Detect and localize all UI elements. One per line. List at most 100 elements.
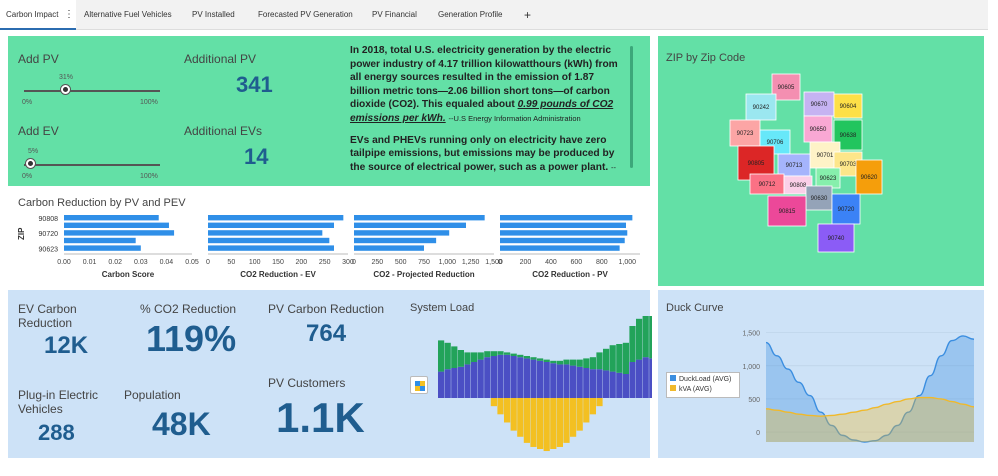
zip-region[interactable] bbox=[771, 73, 801, 101]
bar-added[interactable] bbox=[464, 352, 471, 365]
bar-base[interactable] bbox=[497, 354, 504, 398]
bar-negative[interactable] bbox=[589, 398, 596, 415]
bar-base[interactable] bbox=[583, 368, 590, 398]
bar-added[interactable] bbox=[609, 345, 616, 372]
add-ev-slider[interactable] bbox=[24, 164, 160, 166]
bar-negative[interactable] bbox=[596, 398, 603, 407]
add-tab-icon[interactable]: + bbox=[524, 8, 532, 22]
zip-region[interactable] bbox=[817, 223, 855, 253]
bar-base[interactable] bbox=[616, 372, 623, 398]
bar-added[interactable] bbox=[490, 351, 497, 356]
more-icon[interactable]: ⋮ bbox=[64, 9, 74, 20]
bar[interactable] bbox=[64, 222, 169, 228]
bar-base[interactable] bbox=[477, 359, 484, 398]
zip-region[interactable] bbox=[729, 119, 761, 147]
bar-added[interactable] bbox=[504, 352, 511, 355]
bar-base[interactable] bbox=[596, 369, 603, 398]
bar-negative[interactable] bbox=[537, 398, 544, 449]
zip-region[interactable] bbox=[855, 159, 883, 195]
bar-base[interactable] bbox=[622, 374, 629, 398]
bar-added[interactable] bbox=[583, 358, 590, 368]
legend-item-duckload[interactable]: DuckLoad (AVG) bbox=[670, 375, 736, 385]
bar[interactable] bbox=[500, 230, 628, 236]
bar-added[interactable] bbox=[471, 352, 478, 362]
bar-added[interactable] bbox=[510, 353, 517, 356]
tab-alternative-fuel-vehicles[interactable]: Alternative Fuel Vehicles bbox=[84, 10, 172, 19]
bar-base[interactable] bbox=[543, 362, 550, 398]
bar-negative[interactable] bbox=[563, 398, 570, 443]
bar[interactable] bbox=[500, 222, 626, 228]
bar-negative[interactable] bbox=[517, 398, 524, 437]
bar[interactable] bbox=[208, 245, 334, 251]
bar[interactable] bbox=[208, 222, 334, 228]
bar-added[interactable] bbox=[484, 351, 491, 358]
bar-negative[interactable] bbox=[576, 398, 583, 431]
bar-base[interactable] bbox=[642, 357, 649, 398]
bar-base[interactable] bbox=[471, 362, 478, 398]
bar-base[interactable] bbox=[438, 371, 445, 398]
bar-added[interactable] bbox=[596, 352, 603, 370]
tab-pv-installed[interactable]: PV Installed bbox=[192, 10, 235, 19]
zip-region[interactable] bbox=[783, 175, 813, 195]
bar-negative[interactable] bbox=[523, 398, 530, 443]
bar[interactable] bbox=[64, 230, 175, 236]
zip-region[interactable] bbox=[833, 93, 863, 119]
bar-added[interactable] bbox=[616, 344, 623, 373]
bar-base[interactable] bbox=[537, 360, 544, 398]
bar-added[interactable] bbox=[576, 359, 583, 367]
add-ev-slider-handle[interactable] bbox=[25, 159, 35, 168]
bar-negative[interactable] bbox=[556, 398, 563, 447]
bar-negative[interactable] bbox=[550, 398, 557, 449]
bar-base[interactable] bbox=[636, 359, 643, 398]
bar-base[interactable] bbox=[576, 366, 583, 398]
tab-forecasted-pv-generation[interactable]: Forecasted PV Generation bbox=[258, 10, 353, 19]
bar-base[interactable] bbox=[451, 368, 458, 398]
bar-added[interactable] bbox=[589, 357, 596, 370]
bar-base[interactable] bbox=[609, 371, 616, 398]
tab-carbon-impact[interactable]: Carbon Impact ⋮ bbox=[0, 0, 76, 30]
bar-base[interactable] bbox=[550, 363, 557, 398]
bar-added[interactable] bbox=[636, 318, 643, 360]
bar-base[interactable] bbox=[570, 365, 577, 398]
bar[interactable] bbox=[354, 215, 485, 221]
info-scrollbar[interactable] bbox=[630, 46, 633, 168]
bar[interactable] bbox=[500, 215, 633, 221]
bar[interactable] bbox=[64, 215, 159, 221]
legend-item-kva[interactable]: kVA (AVG) bbox=[670, 385, 736, 395]
bar-negative[interactable] bbox=[583, 398, 590, 423]
zip-region[interactable] bbox=[831, 193, 861, 225]
bar-base[interactable] bbox=[464, 364, 471, 398]
add-pv-slider[interactable] bbox=[24, 90, 160, 92]
bar-added[interactable] bbox=[603, 348, 610, 371]
bar-base[interactable] bbox=[629, 362, 636, 398]
add-pv-slider-handle[interactable] bbox=[61, 85, 71, 94]
bar-added[interactable] bbox=[457, 350, 464, 367]
bar-base[interactable] bbox=[457, 366, 464, 398]
bar-negative[interactable] bbox=[543, 398, 550, 452]
bar-negative[interactable] bbox=[510, 398, 517, 431]
tab-pv-financial[interactable]: PV Financial bbox=[372, 10, 417, 19]
bar-added[interactable] bbox=[556, 360, 563, 365]
bar-base[interactable] bbox=[444, 369, 451, 398]
zip-region[interactable] bbox=[767, 195, 807, 227]
bar-base[interactable] bbox=[504, 354, 511, 398]
series-line[interactable] bbox=[765, 335, 975, 443]
zip-map[interactable]: 90605 90242 90670 90604 90723 90650 90638 90706… bbox=[658, 36, 984, 286]
zip-region[interactable] bbox=[745, 93, 777, 121]
bar-added[interactable] bbox=[451, 346, 458, 368]
bar-added[interactable] bbox=[477, 352, 484, 360]
bar-base[interactable] bbox=[523, 358, 530, 398]
series-line[interactable] bbox=[765, 396, 975, 417]
bar-base[interactable] bbox=[563, 364, 570, 398]
bar[interactable] bbox=[354, 230, 450, 236]
bar-base[interactable] bbox=[649, 358, 652, 398]
bar-base[interactable] bbox=[603, 370, 610, 398]
bar-added[interactable] bbox=[642, 316, 649, 358]
bar-base[interactable] bbox=[510, 356, 517, 398]
bar-added[interactable] bbox=[537, 358, 544, 361]
bar[interactable] bbox=[354, 222, 466, 228]
bar-added[interactable] bbox=[497, 351, 504, 355]
bar-added[interactable] bbox=[438, 340, 445, 372]
bar-added[interactable] bbox=[622, 342, 629, 374]
bar[interactable] bbox=[208, 237, 330, 244]
